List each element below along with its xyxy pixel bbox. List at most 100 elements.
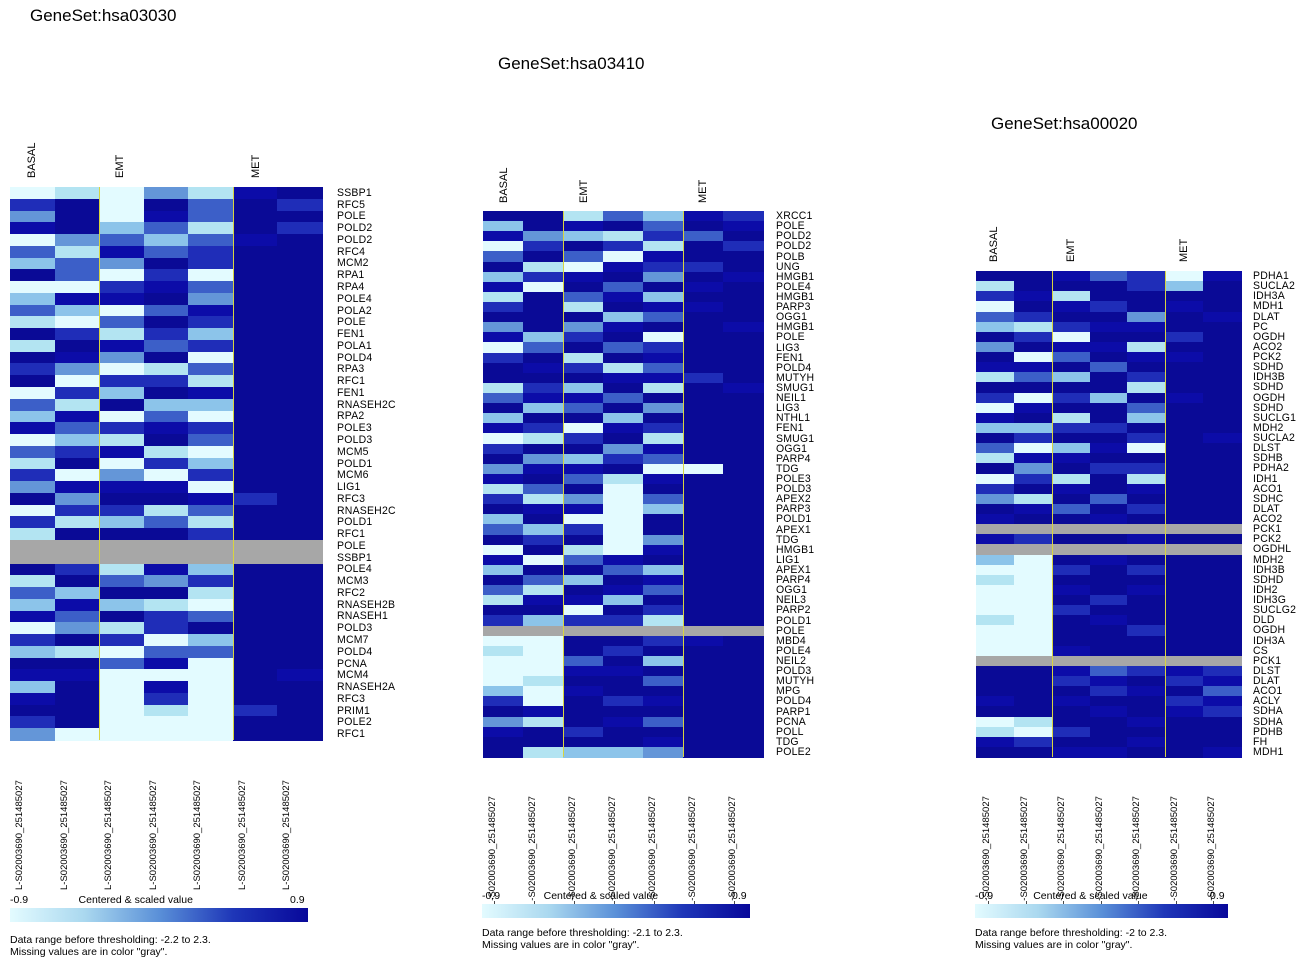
heatmap-cell [1127, 554, 1166, 566]
heatmap-cell [1165, 271, 1204, 282]
heatmap-cell [1013, 645, 1053, 657]
heatmap-cell [143, 187, 189, 200]
heatmap-cell [1127, 655, 1166, 667]
heatmap-cell [523, 696, 564, 708]
heatmap-cell [976, 676, 1015, 687]
heatmap-cell [1013, 595, 1053, 606]
gene-label: DLAT [1253, 310, 1280, 323]
heatmap-cell [188, 622, 234, 635]
heatmap-cell [683, 494, 724, 505]
heatmap-cell [1013, 514, 1053, 525]
heatmap-cell [976, 271, 1015, 282]
heatmap-cell [277, 539, 323, 553]
heatmap-cell [563, 595, 604, 606]
heatmap-cell [723, 231, 764, 242]
group-label: EMT [578, 179, 590, 203]
heatmap-cell [603, 362, 644, 374]
gene-label: FEN1 [337, 386, 365, 400]
heatmap-cell [976, 311, 1015, 323]
heatmap-cell [683, 352, 724, 364]
heatmap-cell [188, 516, 234, 529]
gene-label: POLE4 [776, 280, 811, 294]
heatmap-cell [523, 494, 564, 505]
heatmap-cell [976, 746, 1015, 758]
heatmap-cell [523, 281, 564, 293]
heatmap-cell [603, 524, 644, 536]
heatmap-cell [1089, 584, 1129, 596]
heatmap-cell [277, 245, 323, 259]
heatmap-cell [1165, 433, 1204, 444]
heatmap-cell [1013, 483, 1053, 495]
group-separator [683, 211, 684, 757]
heatmap-cell [1089, 665, 1129, 677]
heatmap-cell [1013, 544, 1053, 556]
heatmap-cell [603, 625, 644, 637]
gene-label: MDH2 [1253, 553, 1284, 566]
heatmap-cell [1089, 676, 1129, 687]
heatmap-cell [1051, 493, 1091, 505]
heatmap-cell [563, 696, 604, 708]
footnote: Data range before thresholding: -2 to 2.… [975, 927, 1168, 939]
heatmap-cell [1127, 453, 1166, 464]
heatmap-cell [277, 222, 323, 235]
heatmap-cell [643, 463, 684, 475]
gene-label: OGDHL [1253, 543, 1292, 556]
heatmap-cell [603, 443, 644, 455]
heatmap-cell [723, 554, 764, 566]
heatmap-cell [188, 492, 234, 506]
gene-label: TDG [776, 533, 799, 546]
heatmap-cell [1203, 665, 1242, 677]
colorbar [482, 904, 750, 918]
heatmap-cell [1203, 746, 1242, 758]
colorbar-min-label: -0.9 [10, 894, 29, 906]
heatmap-cell [723, 251, 764, 263]
heatmap-cell [232, 492, 278, 506]
heatmap-cell [143, 410, 189, 423]
heatmap-cell [523, 443, 564, 455]
colorbar-min-label: -0.9 [975, 890, 994, 902]
heatmap-cell [99, 316, 145, 329]
heatmap-cell [54, 316, 100, 329]
heatmap-cell [483, 595, 524, 606]
heatmap-cell [723, 241, 764, 253]
gene-label: MUTYH [776, 371, 815, 385]
heatmap-cell [976, 595, 1015, 606]
heatmap-cell [563, 443, 604, 455]
heatmap-cell [683, 676, 724, 687]
heatmap-cell [523, 564, 564, 576]
heatmap-cell [1203, 655, 1242, 667]
heatmap-cell [643, 585, 684, 596]
heatmap-cell [1089, 341, 1129, 353]
heatmap-cell [523, 372, 564, 384]
heatmap-cell [99, 669, 145, 682]
gene-label: RFC2 [337, 586, 366, 600]
heatmap-cell [1127, 281, 1166, 292]
heatmap-cell [99, 422, 145, 435]
heatmap-cell [976, 686, 1015, 697]
heatmap-cell [723, 322, 764, 333]
heatmap-cell [523, 332, 564, 344]
gene-label: RNASEH2C [337, 398, 396, 411]
heatmap-cell [232, 387, 278, 400]
heatmap-cell [1203, 584, 1242, 596]
heatmap-cell [143, 292, 189, 306]
heatmap-cell [1165, 706, 1204, 718]
heatmap-cell [603, 575, 644, 586]
heatmap-cell [563, 231, 604, 242]
heatmap-cell [143, 692, 189, 706]
heatmap-cell [54, 528, 100, 541]
heatmap-cell [99, 269, 145, 282]
heatmap-cell [723, 534, 764, 546]
heatmap-cell [1013, 422, 1053, 434]
heatmap-cell [54, 563, 100, 576]
gene-label: OGG1 [776, 442, 808, 455]
gene-label: POLD3 [776, 482, 812, 496]
gene-label: POLD4 [776, 361, 812, 375]
heatmap-cell [643, 676, 684, 687]
heatmap-cell [1165, 554, 1204, 566]
heatmap-cell [10, 681, 56, 694]
heatmap-cell [1127, 716, 1166, 728]
heatmap-cell [643, 382, 684, 394]
gene-label: APEX1 [776, 563, 811, 577]
heatmap-cell [976, 321, 1015, 333]
